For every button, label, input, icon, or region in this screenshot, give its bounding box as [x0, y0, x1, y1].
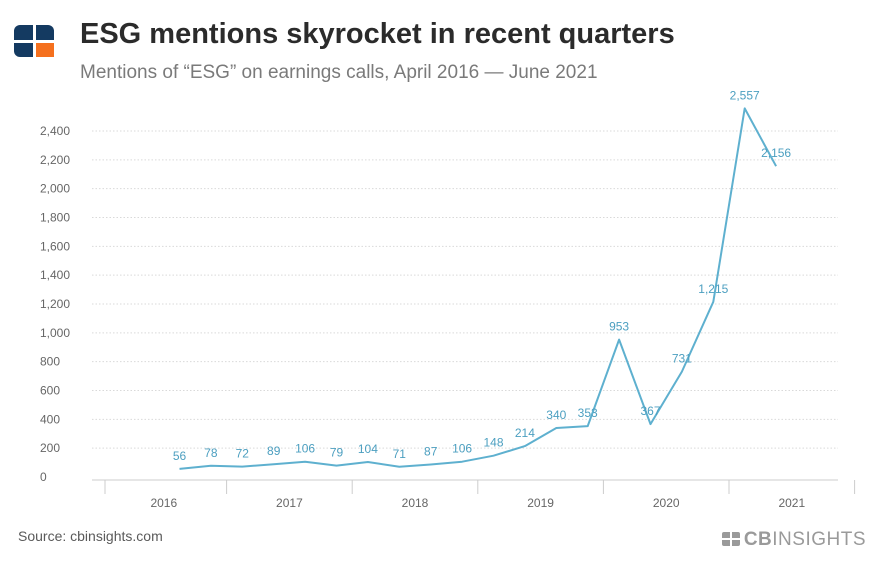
data-label: 2,557	[730, 88, 760, 102]
y-tick-label: 600	[40, 384, 60, 398]
y-tick-label: 1,800	[40, 211, 70, 225]
data-label: 79	[330, 446, 344, 460]
data-label: 1,215	[698, 282, 728, 296]
x-year-label: 2021	[778, 496, 805, 510]
data-label: 367	[640, 404, 660, 418]
y-tick-label: 2,200	[40, 153, 70, 167]
data-label: 214	[515, 426, 535, 440]
series-line	[179, 107, 777, 470]
brand-bold: CB	[743, 529, 773, 550]
data-label: 353	[578, 406, 598, 420]
data-label: 104	[358, 442, 378, 456]
data-label: 87	[424, 444, 438, 458]
x-year-label: 2020	[653, 496, 680, 510]
cb-icon	[721, 532, 740, 546]
data-label: 106	[295, 442, 315, 456]
x-year-label: 2018	[402, 496, 429, 510]
y-tick-label: 1,000	[40, 326, 70, 340]
data-label: 148	[483, 436, 503, 450]
y-tick-label: 0	[40, 470, 47, 484]
y-tick-label: 1,400	[40, 268, 70, 282]
brand-light: INSIGHTS	[772, 529, 866, 550]
data-label: 953	[609, 320, 629, 334]
x-year-label: 2019	[527, 496, 554, 510]
x-year-label: 2017	[276, 496, 303, 510]
data-label: 340	[546, 408, 566, 422]
source-note: Source: cbinsights.com	[18, 528, 163, 544]
data-label: 731	[672, 352, 692, 366]
y-tick-label: 800	[40, 355, 60, 369]
data-label: 72	[236, 447, 250, 461]
y-tick-label: 1,200	[40, 297, 70, 311]
x-year-label: 2016	[150, 496, 177, 510]
y-tick-label: 1,600	[40, 239, 70, 253]
data-label: 2,156	[761, 146, 791, 160]
chart-subtitle: Mentions of “ESG” on earnings calls, Apr…	[80, 62, 598, 83]
chart-title: ESG mentions skyrocket in recent quarter…	[80, 18, 675, 50]
data-label: 56	[173, 449, 187, 463]
brand-wordmark: CBINSIGHTS	[721, 529, 866, 551]
data-label: 78	[204, 446, 218, 460]
y-tick-label: 2,400	[40, 124, 70, 138]
y-tick-label: 2,000	[40, 182, 70, 196]
cb-insights-logo	[14, 25, 54, 57]
data-label: 106	[452, 442, 472, 456]
data-label: 89	[267, 444, 281, 458]
y-tick-label: 200	[40, 441, 60, 455]
data-label: 71	[393, 447, 407, 461]
y-tick-label: 400	[40, 412, 60, 426]
